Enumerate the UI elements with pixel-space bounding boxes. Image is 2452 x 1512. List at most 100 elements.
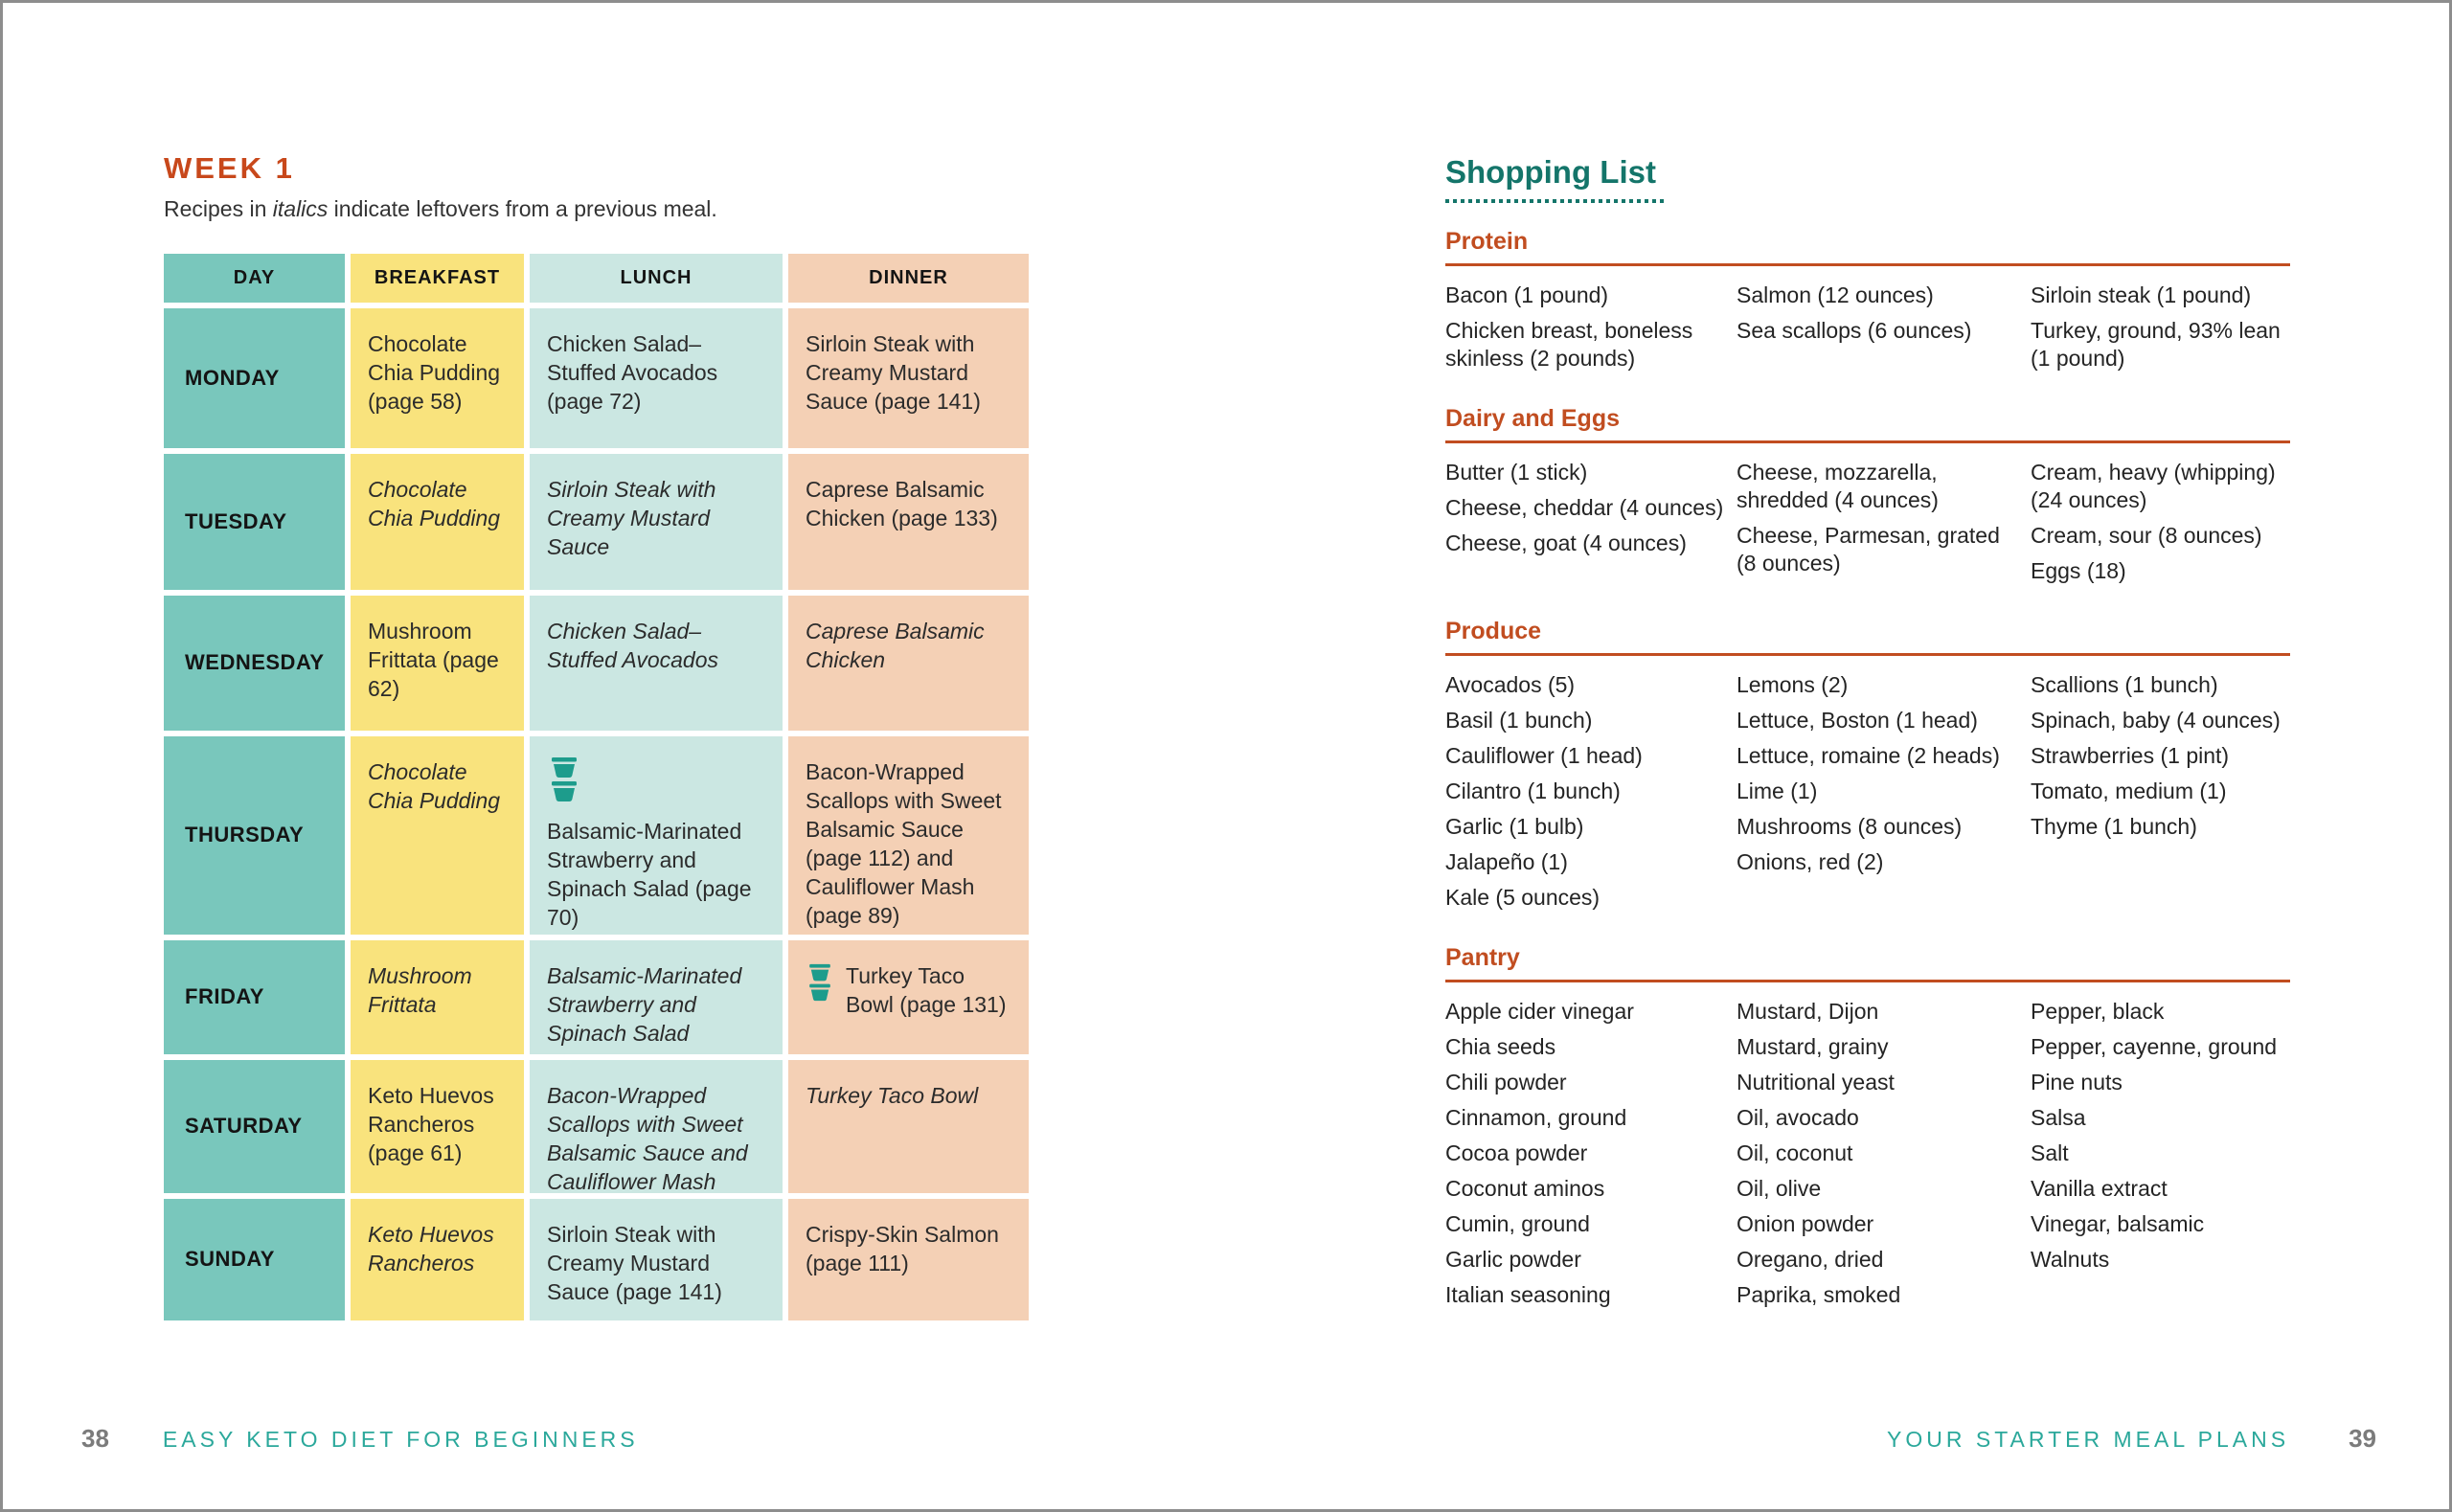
day-label-sunday: SUNDAY: [164, 1198, 345, 1320]
shopping-list-item: Mustard, Dijon: [1737, 999, 1879, 1024]
shopping-list-item: Salmon (12 ounces): [1737, 282, 1934, 307]
shopping-list-item: Jalapeño (1): [1445, 849, 1568, 874]
shopping-list-item: Butter (1 stick): [1445, 460, 1588, 485]
shopping-column: Pepper, black Pepper, cayenne, ground Pine…: [2031, 998, 2290, 1317]
section-title-pantry: Pantry: [1445, 944, 1520, 971]
meal-monday-dinner: Sirloin Steak with Creamy Mustard Sauce …: [788, 307, 1029, 448]
meal-wednesday-dinner: Caprese Balsamic Chicken: [788, 595, 1029, 731]
meal-tuesday-lunch: Sirloin Steak with Creamy Mustard Sauce: [530, 453, 783, 590]
shopping-list-item: Eggs (18): [2031, 558, 2126, 583]
shopping-list-item: Bacon (1 pound): [1445, 282, 1609, 307]
shopping-column: Mustard, Dijon Mustard, grainy Nutritional…: [1737, 998, 2031, 1317]
shopping-list-item: Cinnamon, ground: [1445, 1105, 1627, 1130]
day-label-tuesday: TUESDAY: [164, 453, 345, 590]
shopping-list-item: Onions, red (2): [1737, 849, 1884, 874]
shopping-list-item: Cheese, mozzarella, shredded (4 ounces): [1737, 460, 1939, 512]
shopping-list-item: Cheese, goat (4 ounces): [1445, 530, 1687, 555]
shopping-list-item: Kale (5 ounces): [1445, 885, 1601, 910]
shopping-list-item: Cumin, ground: [1445, 1211, 1590, 1236]
shopping-list-item: Pine nuts: [2031, 1070, 2123, 1095]
meal-prep-container-icon: [547, 756, 765, 801]
week-title: WEEK 1: [164, 151, 295, 185]
subtitle-pre: Recipes in: [164, 196, 273, 221]
shopping-list-item: Cocoa powder: [1445, 1140, 1588, 1165]
shopping-list-item: Vanilla extract: [2031, 1176, 2168, 1201]
shopping-list-item: Sirloin steak (1 pound): [2031, 282, 2252, 307]
meal-tuesday-dinner: Caprese Balsamic Chicken (page 133): [788, 453, 1029, 590]
right-running-head: YOUR STARTER MEAL PLANS: [1887, 1427, 2290, 1452]
meal-monday-lunch: Chicken Salad–Stuffed Avocados (page 72): [530, 307, 783, 448]
shopping-list-item: Lettuce, Boston (1 head): [1737, 708, 1978, 733]
meal-wednesday-breakfast: Mushroom Frittata (page 62): [351, 595, 524, 731]
meal-friday-dinner-text: Turkey Taco Bowl (page 131): [846, 962, 1007, 1017]
shopping-list-item: Apple cider vinegar: [1445, 999, 1634, 1024]
section-title-dairy-and-eggs: Dairy and Eggs: [1445, 405, 1620, 432]
shopping-list-item: Scallions (1 bunch): [2031, 672, 2218, 697]
section-title-protein: Protein: [1445, 228, 1529, 255]
shopping-column: Lemons (2) Lettuce, Boston (1 head) Lettuc…: [1737, 671, 2031, 919]
section-columns: Butter (1 stick) Cheese, cheddar (4 ounce…: [1445, 459, 2290, 593]
shopping-list-item: Salt: [2031, 1140, 2069, 1165]
shopping-list-item: Onion powder: [1737, 1211, 1874, 1236]
shopping-list-item: Basil (1 bunch): [1445, 708, 1593, 733]
section-produce: Produce Avocados (5) Basil (1 bunch) Cauli…: [1445, 620, 2290, 919]
shopping-list-item: Cream, sour (8 ounces): [2031, 523, 2262, 548]
shopping-column: Bacon (1 pound) Chicken breast, boneless …: [1445, 282, 1737, 380]
shopping-list-item: Turkey, ground, 93% lean (1 pound): [2031, 318, 2281, 371]
day-label-wednesday: WEDNESDAY: [164, 595, 345, 731]
meal-sunday-dinner: Crispy-Skin Salmon (page 111): [788, 1198, 1029, 1320]
shopping-list-item: Cheese, cheddar (4 ounces): [1445, 495, 1724, 520]
section-rule: [1445, 263, 2290, 266]
shopping-list-item: Salsa: [2031, 1105, 2086, 1130]
shopping-list-item: Thyme (1 bunch): [2031, 814, 2197, 839]
subtitle-post: indicate leftovers from a previous meal.: [328, 196, 717, 221]
shopping-list-item: Italian seasoning: [1445, 1282, 1611, 1307]
meal-friday-lunch: Balsamic-Marinated Strawberry and Spinac…: [530, 939, 783, 1054]
shopping-list-item: Pepper, cayenne, ground: [2031, 1034, 2278, 1059]
day-label-monday: MONDAY: [164, 307, 345, 448]
left-page-number: 38: [81, 1424, 109, 1453]
shopping-list-item: Cream, heavy (whipping) (24 ounces): [2031, 460, 2276, 512]
meal-thursday-lunch: Balsamic-Marinated Strawberry and Spinac…: [530, 735, 783, 935]
section-columns: Bacon (1 pound) Chicken breast, boneless …: [1445, 282, 2290, 380]
shopping-list-item: Lettuce, romaine (2 heads): [1737, 743, 2000, 768]
column-header-lunch: LUNCH: [530, 253, 783, 303]
right-footer: YOUR STARTER MEAL PLANS 39: [1887, 1424, 2376, 1454]
meal-sunday-breakfast: Keto Huevos Rancheros: [351, 1198, 524, 1320]
column-header-dinner: DINNER: [788, 253, 1029, 303]
meal-plan-table: DAY BREAKFAST LUNCH DINNER MONDAY Chocol…: [164, 253, 1029, 1320]
shopping-column: Avocados (5) Basil (1 bunch) Cauliflower (…: [1445, 671, 1737, 919]
shopping-column: Apple cider vinegar Chia seeds Chili powde…: [1445, 998, 1737, 1317]
meal-monday-breakfast: Chocolate Chia Pudding (page 58): [351, 307, 524, 448]
shopping-list-item: Garlic (1 bulb): [1445, 814, 1584, 839]
shopping-list-item: Tomato, medium (1): [2031, 779, 2227, 803]
shopping-list-item: Oil, avocado: [1737, 1105, 1859, 1130]
column-header-breakfast: BREAKFAST: [351, 253, 524, 303]
left-page: WEEK 1 Recipes in italics indicate lefto…: [164, 151, 1029, 1320]
subtitle-italic-word: italics: [272, 196, 329, 221]
section-rule: [1445, 653, 2290, 656]
right-page-number: 39: [2349, 1424, 2376, 1453]
meal-prep-container-icon: [806, 963, 834, 1002]
section-rule: [1445, 980, 2290, 982]
day-label-thursday: THURSDAY: [164, 735, 345, 935]
shopping-list-item: Oregano, dried: [1737, 1247, 1884, 1272]
left-footer: 38 EASY KETO DIET FOR BEGINNERS: [81, 1424, 639, 1454]
meal-wednesday-lunch: Chicken Salad–Stuffed Avocados: [530, 595, 783, 731]
shopping-column: Sirloin steak (1 pound) Turkey, ground, 9…: [2031, 282, 2290, 380]
meal-sunday-lunch: Sirloin Steak with Creamy Mustard Sauce …: [530, 1198, 783, 1320]
shopping-list-item: Cheese, Parmesan, grated (8 ounces): [1737, 523, 2000, 575]
meal-thursday-dinner: Bacon-Wrapped Scallops with Sweet Balsam…: [788, 735, 1029, 935]
meal-friday-dinner: Turkey Taco Bowl (page 131): [788, 939, 1029, 1054]
shopping-list-item: Vinegar, balsamic: [2031, 1211, 2205, 1236]
shopping-list-item: Nutritional yeast: [1737, 1070, 1895, 1095]
shopping-column: Butter (1 stick) Cheese, cheddar (4 ounce…: [1445, 459, 1737, 593]
section-title-produce: Produce: [1445, 618, 1542, 644]
shopping-list-item: Chicken breast, boneless skinless (2 pou…: [1445, 318, 1693, 371]
shopping-list-item: Spinach, baby (4 ounces): [2031, 708, 2281, 733]
shopping-list-item: Lemons (2): [1737, 672, 1849, 697]
right-page: Shopping List Protein Bacon (1 pound) Chi…: [1445, 156, 2290, 1317]
shopping-list-item: Walnuts: [2031, 1247, 2110, 1272]
shopping-column: Salmon (12 ounces) Sea scallops (6 ounces…: [1737, 282, 2031, 380]
shopping-list-item: Paprika, smoked: [1737, 1282, 1901, 1307]
